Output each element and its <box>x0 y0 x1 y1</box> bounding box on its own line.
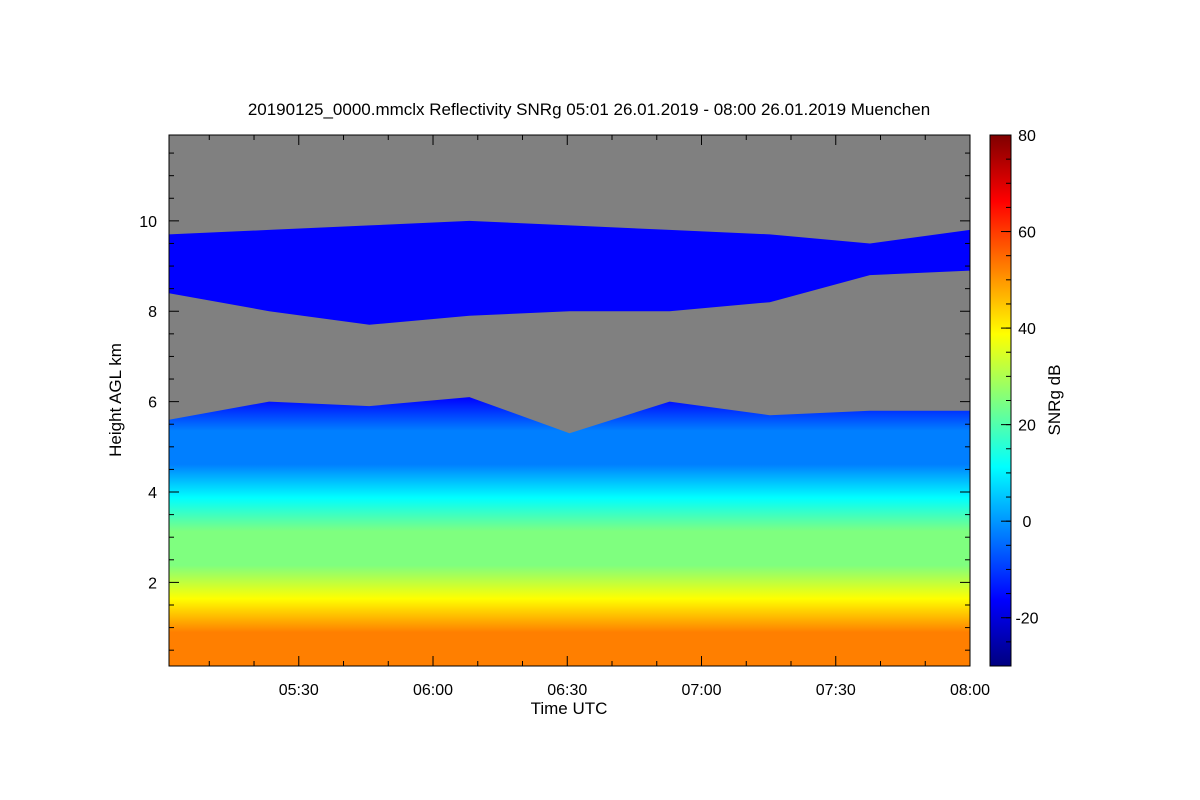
colorbar-tick-label: 0 <box>1023 514 1032 531</box>
x-tick-label: 07:30 <box>816 682 856 699</box>
y-tick-label: 10 <box>139 214 157 231</box>
colorbar-tick-label: 40 <box>1018 321 1036 338</box>
colorbar-tick-label: 20 <box>1018 418 1036 435</box>
plot-frame <box>168 134 971 667</box>
plot-field <box>169 135 970 666</box>
x-axis: 05:30 06:00 06:30 07:00 07:30 08:00 <box>208 135 990 699</box>
x-tick-label: 07:00 <box>681 682 721 699</box>
y-axis: 2 4 6 8 10 <box>139 152 970 651</box>
colorbar-tick-label: 80 <box>1018 128 1036 145</box>
colorbar-label: SNRg dB <box>1045 365 1064 436</box>
y-tick-label: 4 <box>148 485 157 502</box>
chart-title: 20190125_0000.mmclx Reflectivity SNRg 05… <box>248 100 930 119</box>
x-tick-label: 06:00 <box>413 682 453 699</box>
y-axis-label: Height AGL km <box>106 343 125 457</box>
y-tick-label: 6 <box>148 395 157 412</box>
upper-cloud-layer <box>169 220 970 325</box>
x-axis-label: Time UTC <box>531 699 608 718</box>
lower-cloud-layer <box>169 397 970 666</box>
colorbar-axis: -20 0 20 40 60 80 <box>1001 128 1039 643</box>
y-tick-label: 2 <box>148 575 157 592</box>
y-tick-label: 8 <box>148 304 157 321</box>
x-tick-label: 05:30 <box>279 682 319 699</box>
x-tick-label: 08:00 <box>950 682 990 699</box>
colorbar-tick-label: 60 <box>1018 225 1036 242</box>
colorbar-tick-label: -20 <box>1015 611 1038 628</box>
x-tick-label: 06:30 <box>547 682 587 699</box>
